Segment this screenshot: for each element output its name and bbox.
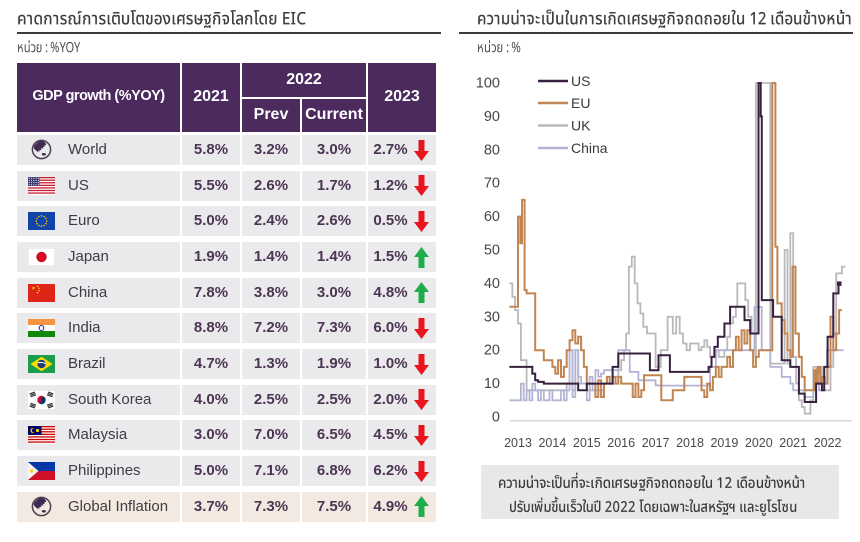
svg-text:60: 60	[484, 209, 500, 225]
svg-text:90: 90	[484, 109, 500, 125]
svg-text:China: China	[571, 140, 608, 156]
svg-text:2020: 2020	[745, 436, 773, 450]
svg-text:80: 80	[484, 142, 500, 158]
svg-text:2018: 2018	[676, 436, 704, 450]
svg-text:UK: UK	[571, 118, 591, 134]
svg-text:30: 30	[484, 309, 500, 325]
svg-text:2017: 2017	[642, 436, 670, 450]
svg-text:2019: 2019	[710, 436, 738, 450]
svg-text:2022: 2022	[814, 436, 842, 450]
svg-text:2021: 2021	[779, 436, 807, 450]
svg-text:70: 70	[484, 176, 500, 192]
svg-text:EU: EU	[571, 95, 590, 111]
svg-text:2016: 2016	[607, 436, 635, 450]
svg-text:US: US	[571, 73, 590, 89]
svg-text:100: 100	[476, 76, 500, 92]
svg-text:2013: 2013	[504, 436, 532, 450]
svg-text:20: 20	[484, 343, 500, 359]
svg-text:2014: 2014	[538, 436, 566, 450]
svg-text:50: 50	[484, 243, 500, 259]
svg-text:2015: 2015	[573, 436, 601, 450]
svg-text:40: 40	[484, 276, 500, 292]
svg-text:10: 10	[484, 376, 500, 392]
svg-text:0: 0	[492, 410, 500, 426]
